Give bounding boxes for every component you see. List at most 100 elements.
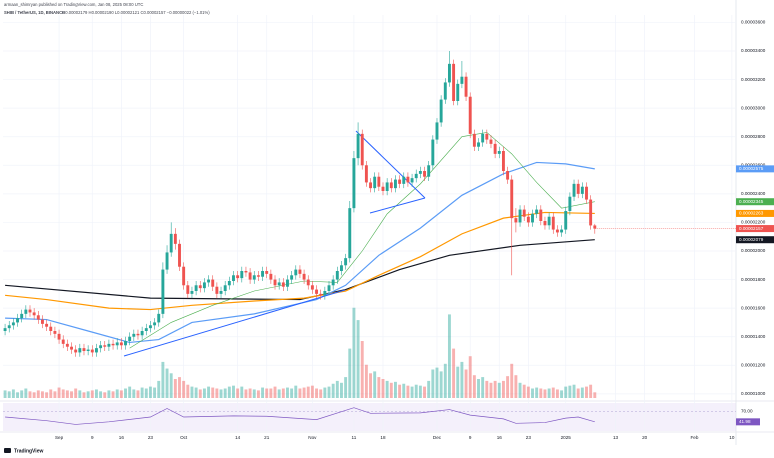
candle-body <box>273 279 277 286</box>
volume-bar <box>431 369 435 398</box>
volume-bar <box>510 363 514 398</box>
candle-body <box>256 275 260 277</box>
trend-line <box>369 197 426 214</box>
trend-line <box>123 289 346 357</box>
candle-body <box>265 271 269 274</box>
publisher: armaan_shimryan published on TradingView… <box>4 2 143 7</box>
ma-line <box>5 161 595 344</box>
candle-body <box>402 176 406 184</box>
volume-bar <box>128 386 132 398</box>
volume-bar <box>319 389 323 398</box>
volume-bar <box>572 384 576 398</box>
x-tick-label: 9 <box>469 435 472 440</box>
candle-body <box>572 183 576 197</box>
candle-body <box>57 333 61 340</box>
y-tick-label: 0.00002800 <box>741 134 766 139</box>
volume-bar <box>294 385 298 398</box>
y-tick-label: 0.00001600 <box>741 305 766 310</box>
x-tick-label: 13 <box>613 435 619 440</box>
volume-bar <box>518 382 522 398</box>
candle-body <box>161 269 165 314</box>
volume-bar <box>65 390 69 398</box>
candle-body <box>323 291 327 296</box>
y-tick-label: 0.00001200 <box>741 363 766 368</box>
candle-body <box>294 269 298 276</box>
y-tick-label: 0.00003200 <box>741 77 766 82</box>
volume-bar <box>227 386 231 398</box>
candle-body <box>16 318 19 323</box>
candle-body <box>531 213 534 223</box>
candle-body <box>28 309 32 313</box>
volume-bar <box>410 386 414 398</box>
volume-bar <box>489 382 493 398</box>
candle-body <box>173 233 177 244</box>
volume-bar <box>36 390 40 398</box>
candle-body <box>340 265 343 271</box>
candle-body <box>252 275 256 280</box>
candle-body <box>136 333 140 336</box>
candle-body <box>286 279 289 287</box>
candle-body <box>261 271 265 277</box>
volume-bar <box>28 391 32 398</box>
volume-bar <box>406 385 410 398</box>
volume-bar <box>232 385 235 398</box>
candle-body <box>493 143 497 154</box>
volume-bar <box>194 387 198 398</box>
x-tick-label: 23 <box>526 435 532 440</box>
rsi-tick-label: 70.00 <box>741 409 753 414</box>
volume-bar <box>140 387 144 398</box>
y-tick-label: 0.00001000 <box>741 391 766 396</box>
volume-bar <box>74 388 78 398</box>
volume-bar <box>11 389 15 398</box>
volume-bar <box>560 390 564 398</box>
candle-body <box>86 349 90 351</box>
volume-bar <box>456 366 460 398</box>
candle-body <box>290 275 294 280</box>
rsi-line <box>5 407 595 425</box>
candle-body <box>485 133 489 140</box>
candle-body <box>223 285 227 291</box>
candle-body <box>144 328 148 331</box>
candle-body <box>506 171 510 180</box>
candle-body <box>518 209 522 223</box>
candle-body <box>40 319 44 324</box>
candle-body <box>140 331 144 336</box>
volume-bar <box>290 388 294 398</box>
y-tick-label: 0.00002400 <box>741 191 766 196</box>
candle-body <box>460 76 464 84</box>
candle-body <box>439 99 443 123</box>
volume-bar <box>306 386 310 398</box>
candle-body <box>94 348 98 353</box>
ma-line <box>129 132 595 349</box>
candle-body <box>447 63 451 83</box>
volume-bar <box>580 387 584 398</box>
volume-bar <box>215 388 219 398</box>
volume-bar <box>248 388 252 398</box>
volume-bar <box>348 348 352 398</box>
volume-bar <box>381 379 385 398</box>
volume-bar <box>543 389 547 398</box>
candle-body <box>410 178 414 183</box>
volume-bar <box>443 363 447 398</box>
y-tick-label: 0.00003600 <box>741 20 766 25</box>
x-tick-label: Nov <box>308 435 317 440</box>
candle-body <box>381 186 385 191</box>
candle-body <box>497 151 501 154</box>
volume-bar <box>497 382 501 398</box>
volume-bar <box>331 383 335 398</box>
candle-body <box>157 313 161 323</box>
candle-body <box>70 346 73 350</box>
volume-bar <box>323 387 327 398</box>
volume-bar <box>90 390 94 398</box>
x-tick-label: Dec <box>433 435 442 440</box>
candle-body <box>315 289 319 294</box>
candle-body <box>335 271 339 280</box>
brand: TradingView <box>14 448 43 454</box>
volume-bar <box>485 380 489 398</box>
candle-body <box>169 233 173 253</box>
candle-body <box>302 273 306 280</box>
volume-bar <box>373 371 377 398</box>
candle-body <box>277 282 281 286</box>
volume-bar <box>49 389 53 398</box>
candle-body <box>443 82 447 100</box>
